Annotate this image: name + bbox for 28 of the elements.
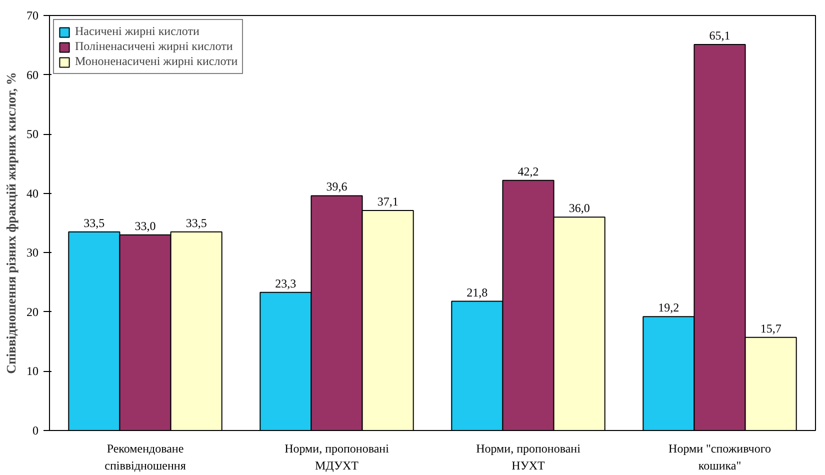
y-axis-title: Співвідношення різних фракцій жирних кислот, % [4, 72, 18, 374]
y-tick-label: 50 [26, 127, 38, 142]
y-tick-label: 40 [26, 186, 38, 200]
y-tick-label: 60 [26, 68, 38, 82]
legend-label: Мононенасичені жирні кислоти [75, 54, 238, 69]
data-label: 33,5 [84, 216, 105, 230]
data-label: 15,7 [760, 321, 782, 336]
y-tick-label: 30 [26, 246, 38, 260]
data-label: 23,3 [275, 276, 296, 290]
data-label: 39,6 [326, 180, 348, 194]
data-label: 21,8 [466, 285, 488, 300]
legend-label: Насичені жирні кислоти [75, 24, 200, 39]
x-tick-label: Рекомендоване співвідношення [104, 442, 186, 472]
data-label: 33,5 [186, 216, 207, 230]
legend-label: Поліненасичені жирні кислоти [75, 39, 233, 54]
x-tick-label: Норми, пропоновані НУХТ [476, 442, 582, 472]
data-label: 33,0 [134, 218, 156, 233]
y-tick-label: 20 [26, 304, 38, 319]
y-tick-label: 70 [26, 8, 38, 22]
y-tick-label: 10 [26, 364, 38, 378]
data-label: 36,0 [568, 201, 590, 216]
data-label: 19,2 [658, 300, 680, 315]
x-tick-label: Норми "споживчого кошика" [668, 442, 771, 472]
data-label: 42,2 [518, 164, 539, 178]
x-tick-label: Норми, пропоновані МДУХТ [284, 442, 390, 472]
data-label: 65,1 [709, 28, 730, 43]
y-tick-label: 0 [32, 424, 38, 438]
data-label: 37,1 [377, 194, 398, 209]
